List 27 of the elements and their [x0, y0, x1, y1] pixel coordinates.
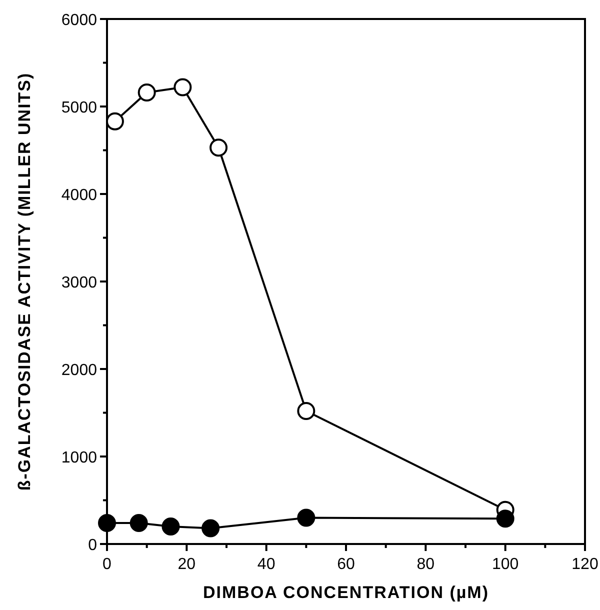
x-axis-title: DIMBOA CONCENTRATION (µM) [203, 583, 489, 602]
y-tick-label: 2000 [61, 362, 98, 379]
x-tick-label: 0 [102, 556, 112, 573]
point [106, 112, 124, 130]
y-axis-title: ß-GALACTOSIDASE ACTIVITY (MILLER UNITS) [15, 72, 34, 491]
x-tick-label: 20 [178, 556, 196, 573]
y-tick-label: 1000 [61, 450, 98, 466]
y-tick-label: 5000 [61, 100, 98, 116]
y-tick-label: 6000 [61, 12, 98, 29]
x-tick-label: 40 [257, 556, 276, 573]
point [130, 514, 148, 532]
point [98, 514, 116, 532]
x-tick-label: 60 [337, 556, 355, 573]
point [210, 138, 228, 157]
x-tick-label: 100 [492, 556, 519, 573]
point [297, 508, 316, 527]
point [496, 510, 514, 528]
point [297, 402, 316, 420]
y-tick-label: 3000 [61, 274, 98, 292]
point [162, 518, 180, 536]
point [202, 519, 220, 538]
x-tick-label: 120 [572, 556, 598, 573]
y-tick-label: 4000 [61, 187, 98, 204]
y-tick-label: 0 [88, 537, 98, 554]
point [174, 78, 192, 96]
x-tick-label: 80 [416, 556, 435, 573]
point [138, 84, 156, 102]
